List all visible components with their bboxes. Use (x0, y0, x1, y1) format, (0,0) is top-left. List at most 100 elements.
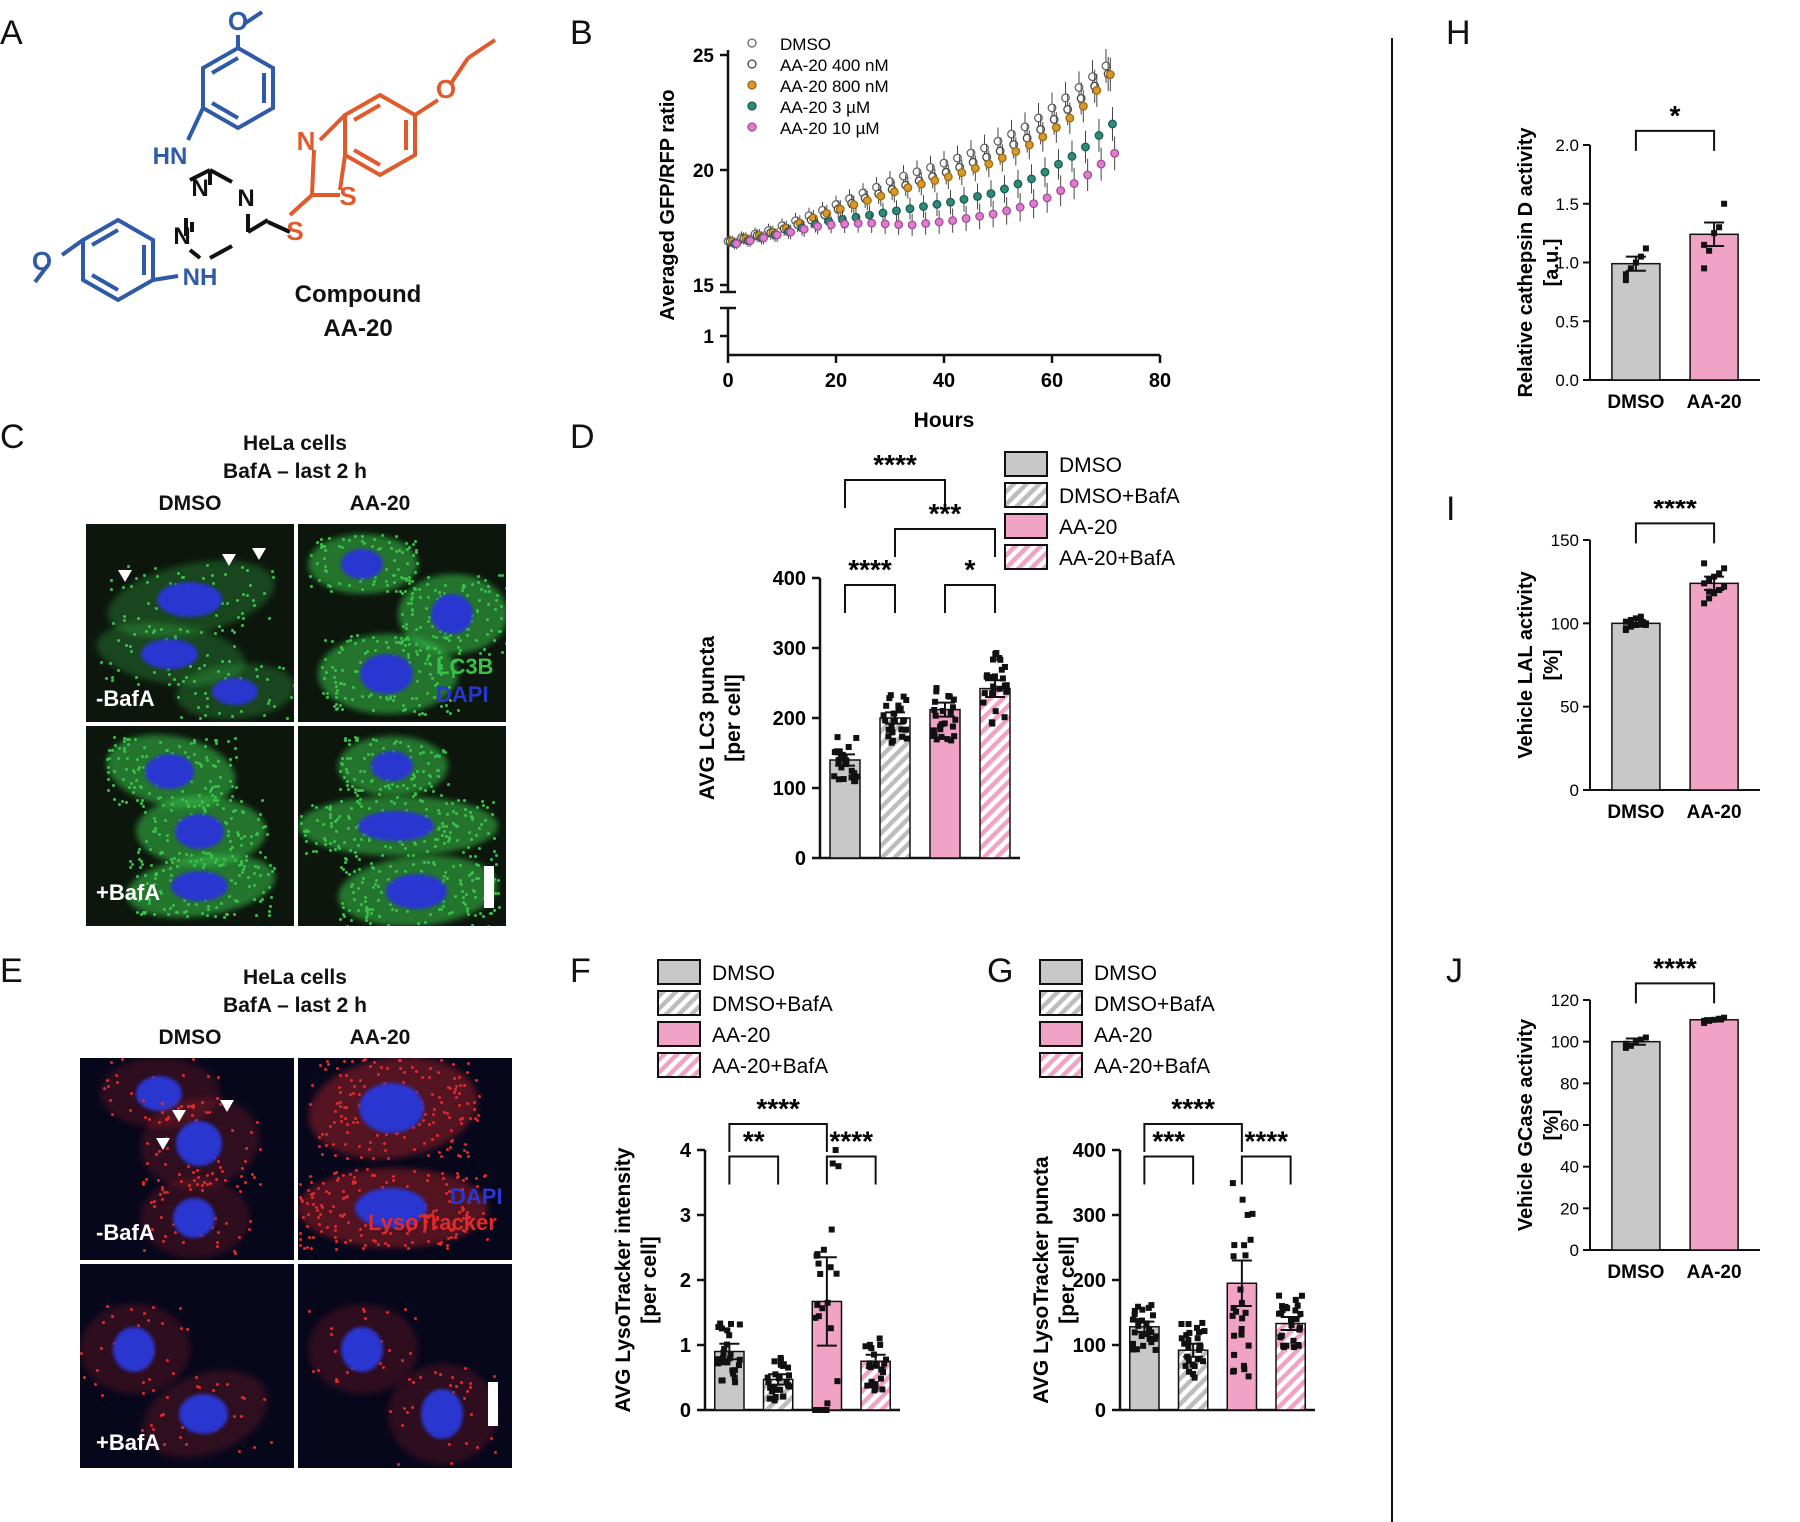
data-point (818, 1407, 825, 1413)
punctum (473, 1116, 477, 1120)
punctum (323, 565, 327, 569)
data-point (1153, 1333, 1160, 1340)
punctum (371, 545, 375, 549)
punctum (486, 584, 490, 588)
punctum (437, 1241, 441, 1245)
punctum (388, 1410, 392, 1414)
punctum (466, 846, 470, 850)
data-point (881, 1360, 888, 1367)
punctum (176, 695, 180, 699)
punctum (192, 1171, 196, 1175)
data-point-3 (878, 208, 888, 218)
punctum (371, 1238, 375, 1242)
punctum (185, 630, 189, 633)
data-point (1239, 1196, 1246, 1203)
punctum (446, 1086, 450, 1090)
punctum (458, 1210, 462, 1214)
punctum (447, 1116, 451, 1120)
punctum (494, 598, 498, 602)
scale-bar (488, 1382, 498, 1426)
punctum (215, 1178, 219, 1182)
data-point (1194, 1356, 1201, 1363)
punctum (160, 1102, 164, 1106)
punctum (137, 767, 141, 771)
punctum (144, 1116, 148, 1120)
punctum (127, 565, 131, 569)
punctum (393, 635, 397, 639)
data-point (814, 1301, 821, 1308)
data-point (1135, 1322, 1142, 1329)
data-point-4 (880, 219, 890, 229)
nucleus (355, 1188, 428, 1228)
punctum (190, 1113, 194, 1117)
punctum (179, 1435, 183, 1439)
data-point (998, 666, 1005, 673)
legend-swatch (1039, 959, 1083, 985)
punctum (322, 677, 326, 681)
punctum (414, 588, 418, 592)
punctum (252, 1175, 256, 1179)
punctum (374, 1239, 378, 1243)
punctum (299, 1195, 303, 1199)
data-point (933, 688, 940, 695)
punctum (447, 686, 451, 690)
punctum (122, 740, 126, 744)
atom-n-3: N (173, 223, 190, 250)
punctum (348, 872, 352, 876)
legend-label: AA-20+BafA (1094, 1055, 1210, 1078)
data-point-2 (984, 159, 994, 169)
punctum (147, 902, 151, 906)
punctum (184, 751, 188, 754)
punctum (344, 738, 348, 742)
punctum (224, 822, 228, 826)
punctum (383, 1142, 387, 1146)
punctum (250, 842, 254, 846)
significance-label: **** (1653, 500, 1697, 523)
punctum (338, 787, 342, 791)
punctum (375, 639, 379, 643)
lyso-image-dmso-plus (80, 1264, 294, 1468)
punctum (465, 593, 469, 597)
punctum (422, 840, 426, 844)
punctum (356, 909, 360, 913)
punctum (374, 738, 378, 742)
punctum (200, 1184, 204, 1188)
punctum (418, 798, 422, 802)
significance-label: * (965, 554, 976, 585)
punctum (388, 786, 392, 790)
punctum (426, 582, 430, 586)
punctum (202, 576, 206, 580)
punctum (160, 891, 164, 895)
x-tick-label: 20 (825, 370, 847, 392)
punctum (365, 1168, 369, 1172)
punctum (480, 799, 484, 803)
significance-bracket (894, 528, 996, 557)
data-point (720, 1349, 727, 1356)
data-point-4 (1015, 202, 1025, 212)
punctum (333, 1121, 337, 1125)
punctum (141, 1181, 145, 1185)
punctum (446, 1236, 450, 1240)
punctum (342, 1059, 346, 1063)
punctum (504, 642, 506, 646)
data-point (931, 732, 938, 739)
punctum (372, 635, 376, 639)
nucleus (171, 871, 228, 901)
punctum (207, 1075, 211, 1079)
data-point (1711, 590, 1718, 597)
punctum (146, 602, 150, 606)
punctum (410, 697, 414, 701)
punctum (494, 853, 498, 857)
punctum (227, 834, 230, 838)
punctum (456, 1175, 460, 1179)
punctum (414, 793, 418, 797)
y-axis-label: Relative cathepsin D activity (1515, 127, 1537, 398)
punctum (217, 760, 221, 764)
punctum (504, 586, 506, 590)
punctum (203, 745, 207, 749)
punctum (341, 1190, 345, 1194)
punctum (207, 804, 211, 808)
punctum (206, 564, 210, 568)
punctum (389, 845, 393, 849)
punctum (426, 1153, 430, 1157)
